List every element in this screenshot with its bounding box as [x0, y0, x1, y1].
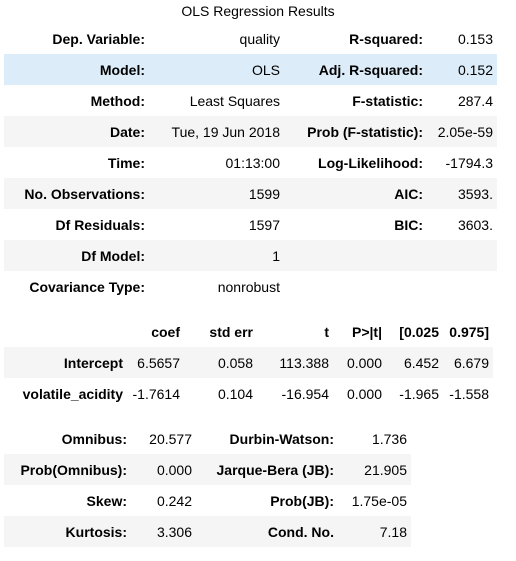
summary-row: Covariance Type: nonrobust	[4, 271, 497, 302]
summary-value: nonrobust	[217, 278, 280, 295]
summary-value: 0.152	[427, 54, 497, 85]
diagnostic-label: Prob(JB):	[270, 492, 334, 509]
column-header	[4, 316, 127, 347]
summary-label: Adj. R-squared:	[284, 54, 427, 85]
table-cell: 6.679	[443, 347, 493, 378]
summary-row: Method: Least Squares F-statistic: 287.4	[4, 85, 497, 116]
table-cell: 6.452	[386, 347, 443, 378]
diagnostic-value: 0.242	[156, 492, 192, 509]
table-cell: 0.058	[184, 347, 257, 378]
table-row: volatile_acidity -1.7614 0.104 -16.954 0…	[4, 378, 493, 409]
summary-label: AIC:	[284, 178, 427, 209]
summary-row: Dep. Variable: quality R-squared: 0.153	[4, 23, 497, 54]
diagnostic-label: Durbin-Watson:	[229, 430, 334, 447]
summary-label: BIC:	[394, 216, 423, 233]
summary-value: 01:13:00	[225, 154, 281, 171]
table-cell: -16.954	[281, 385, 329, 402]
summary-row: Date: Tue, 19 Jun 2018 Prob (F-statistic…	[4, 116, 497, 147]
diagnostics-table: Omnibus: 20.577 Durbin-Watson: 1.736 Pro…	[4, 423, 411, 547]
summary-row: Time: 01:13:00 Log-Likelihood: -1794.3	[4, 147, 497, 178]
summary-label: Df Residuals:	[55, 216, 145, 233]
column-header: t	[324, 323, 329, 340]
diagnostic-label: Omnibus:	[61, 430, 127, 447]
summary-row-highlighted[interactable]: Model: OLS Adj. R-squared: 0.152	[4, 54, 497, 85]
table-cell: -1.965	[399, 385, 439, 402]
summary-value	[427, 271, 497, 302]
row-header: volatile_acidity	[22, 385, 123, 402]
summary-label: R-squared:	[349, 30, 423, 47]
table-cell: 0.000	[346, 385, 382, 402]
summary-label: Date:	[4, 116, 149, 147]
diagnostic-value: 3.306	[131, 516, 196, 547]
summary-label: Log-Likelihood:	[318, 154, 423, 171]
summary-label: Dep. Variable:	[52, 30, 145, 47]
table-row: Prob(Omnibus): 0.000 Jarque-Bera (JB): 2…	[4, 454, 411, 485]
diagnostic-value: 21.905	[338, 454, 411, 485]
table-row: Kurtosis: 3.306 Cond. No. 7.18	[4, 516, 411, 547]
diagnostic-label: Cond. No.	[196, 516, 338, 547]
summary-label: Method:	[90, 92, 145, 109]
column-header: P>|t|	[351, 323, 382, 340]
summary-value: 1599	[149, 178, 284, 209]
row-header: Intercept	[4, 347, 127, 378]
table-cell: -1.7614	[132, 385, 180, 402]
summary-value: Tue, 19 Jun 2018	[149, 116, 284, 147]
table-cell: 6.5657	[127, 347, 184, 378]
column-header: 0.975]	[449, 323, 489, 340]
summary-value: 0.153	[457, 30, 493, 47]
table-row: Omnibus: 20.577 Durbin-Watson: 1.736	[4, 423, 411, 454]
summary-row: Df Model: 1	[4, 240, 497, 271]
summary-value: OLS	[149, 54, 284, 85]
summary-label	[284, 271, 427, 302]
diagnostic-value: 0.000	[131, 454, 196, 485]
summary-value: quality	[239, 30, 280, 47]
summary-value	[427, 240, 497, 271]
summary-value: 1	[149, 240, 284, 271]
summary-value: 287.4	[457, 92, 493, 109]
summary-value: 3593.	[427, 178, 497, 209]
summary-label: F-statistic:	[352, 92, 423, 109]
summary-row: Df Residuals: 1597 BIC: 3603.	[4, 209, 497, 240]
diagnostic-label: Skew:	[86, 492, 127, 509]
diagnostic-value: 1.75e-05	[351, 492, 407, 509]
coefficients-header-row: coef std err t P>|t| [0.025 0.975]	[4, 316, 493, 347]
table-cell: 113.388	[257, 347, 333, 378]
diagnostic-value: 7.18	[338, 516, 411, 547]
table-cell: 0.104	[217, 385, 253, 402]
summary-label: Df Model:	[4, 240, 149, 271]
diagnostic-value: 20.577	[149, 430, 192, 447]
coefficients-table: coef std err t P>|t| [0.025 0.975] Inter…	[4, 316, 493, 409]
diagnostic-label: Prob(Omnibus):	[4, 454, 131, 485]
table-row: Intercept 6.5657 0.058 113.388 0.000 6.4…	[4, 347, 493, 378]
column-header: coef	[151, 323, 180, 340]
summary-label: No. Observations:	[4, 178, 149, 209]
summary-label: Prob (F-statistic):	[284, 116, 427, 147]
column-header: std err	[209, 323, 253, 340]
diagnostic-value: 1.736	[371, 430, 407, 447]
summary-label: Model:	[4, 54, 149, 85]
summary-value: -1794.3	[445, 154, 493, 171]
table-cell: 0.000	[333, 347, 386, 378]
summary-value: 1597	[248, 216, 280, 233]
summary-label	[284, 240, 427, 271]
diagnostic-label: Kurtosis:	[4, 516, 131, 547]
summary-label: Time:	[107, 154, 145, 171]
table-row: Skew: 0.242 Prob(JB): 1.75e-05	[4, 485, 411, 516]
table-cell: -1.558	[449, 385, 489, 402]
column-header: [0.025	[399, 323, 439, 340]
summary-table: Dep. Variable: quality R-squared: 0.153 …	[4, 23, 497, 302]
summary-value: 2.05e-59	[427, 116, 497, 147]
summary-value: 3603.	[457, 216, 493, 233]
summary-row: No. Observations: 1599 AIC: 3593.	[4, 178, 497, 209]
table-caption: OLS Regression Results	[181, 3, 335, 19]
summary-label: Covariance Type:	[29, 278, 145, 295]
diagnostic-label: Jarque-Bera (JB):	[196, 454, 338, 485]
summary-value: Least Squares	[189, 92, 280, 109]
